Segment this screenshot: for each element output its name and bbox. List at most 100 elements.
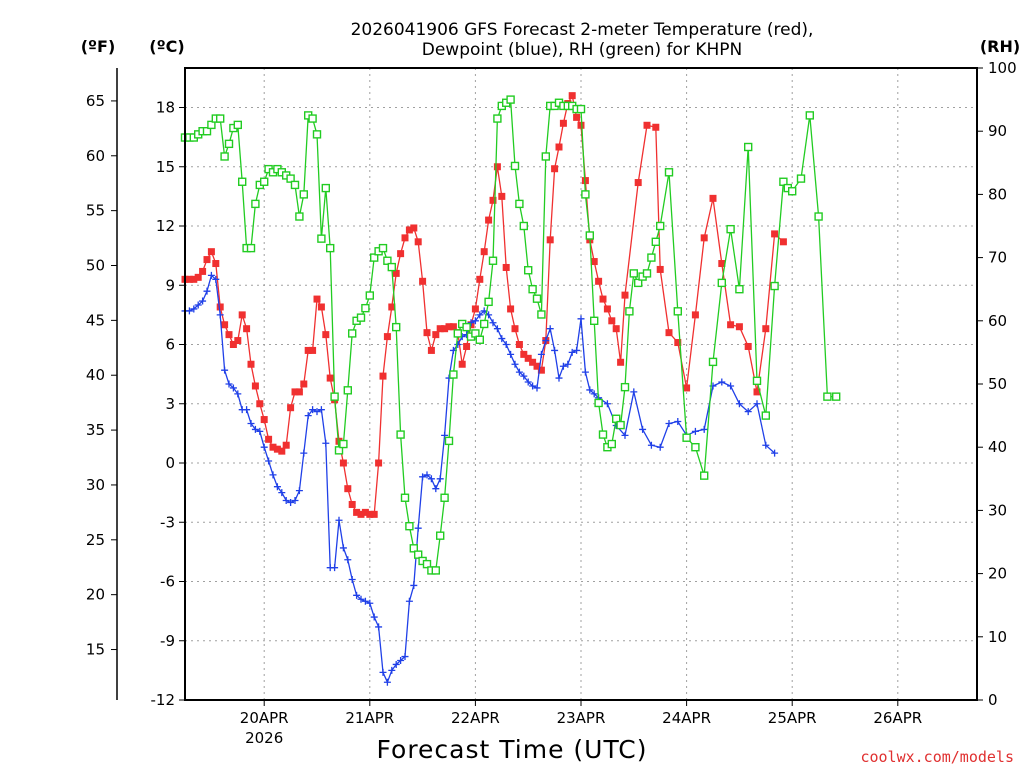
temperature-point [322,331,330,339]
temperature-point [185,275,193,283]
rh-point [308,114,317,123]
temperature-point [436,325,444,333]
temperature-point [392,269,400,277]
x-tick-label: 24APR [662,709,711,727]
rh-point [590,316,599,325]
dewpoint-point [753,400,761,408]
rh-point [708,357,718,367]
dewpoint-point [647,441,655,449]
dewpoint-point [225,380,233,388]
dewpoint-point [309,406,317,414]
rh-point [365,291,374,300]
fahrenheit-tick-label: 50 [86,257,105,275]
temperature-point [595,277,603,285]
rh-point [409,544,418,553]
temperature-point [621,291,629,299]
temperature-point [507,305,515,313]
dewpoint-point [287,499,295,506]
rh-point [700,471,709,480]
dewpoint-point [537,350,545,358]
rh-point [625,307,634,316]
temperature-point [779,238,787,246]
rh-tick-label: 60 [988,312,1007,330]
temperature-point [458,360,466,368]
temperature-point [300,380,308,388]
dewpoint-point [507,350,515,358]
temperature-point [353,508,361,516]
fahrenheit-tick-label: 35 [86,421,105,439]
temperature-point [603,305,611,313]
dewpoint-point [221,366,229,374]
x-tick-label: 22APR [451,709,500,727]
rh-point [488,256,498,265]
dewpoint-point [621,431,629,439]
rh-tick-label: 100 [988,59,1017,77]
temperature-point [493,163,501,171]
temperature-point [599,295,607,303]
dewpoint-point [207,271,215,279]
fahrenheit-tick-label: 40 [86,366,105,384]
chart-title-line-2: Dewpoint (blue), RH (green) for KHPN [422,40,742,60]
temperature-point [229,341,237,348]
rh-point [770,281,779,291]
temperature-point [207,248,215,256]
rh-point [339,439,348,449]
dewpoint-point [344,556,352,564]
fahrenheit-tick-label: 30 [86,476,105,494]
dewpoint-point [665,420,673,427]
temperature-point [581,177,589,185]
rh-point [651,237,660,247]
dewpoint-point [471,317,479,325]
temperature-point [568,92,576,100]
temperature-point [511,325,519,333]
temperature-point [383,333,391,341]
dewpoint-point [502,341,510,348]
temperature-point [260,416,268,424]
rh-point [779,177,788,186]
dewpoint-point [194,301,202,309]
gridlines [185,68,977,700]
temperature-point [727,321,735,329]
rh-point [436,531,445,540]
dewpoint-point [366,599,374,607]
rh-point [620,382,630,392]
temperature-point [388,303,396,311]
temperature-point [573,113,581,121]
dewpoint-point [234,390,242,398]
dewpoint-point [256,427,264,435]
rh-point [814,212,823,221]
dewpoint-point [573,346,581,354]
dewpoint-point [247,420,255,427]
dewpoint-point [414,524,422,532]
rh-point [484,297,493,307]
fahrenheit-tick-label: 15 [86,641,105,659]
temperature-point [762,325,770,333]
rh-point [682,433,691,442]
temperature-point [273,445,281,453]
temperature-point [291,388,299,396]
dewpoint-point [388,666,396,674]
temperature-point [700,234,708,242]
data-series [180,92,841,686]
rh-point [735,285,744,294]
dewpoint-point [375,623,383,631]
dewpoint-point [533,384,541,392]
dewpoint-point [229,384,237,392]
dewpoint-point [304,412,312,420]
rh-tick-label: 0 [988,691,998,709]
rh-point [594,398,603,408]
dewpoint-point [586,386,594,394]
rh-point [295,212,304,221]
rh-tick-label: 80 [988,185,1007,203]
rh-point [475,335,484,344]
dewpoint-point [397,657,405,664]
temperature-point [674,339,682,347]
dewpoint-point [656,443,664,451]
rh-point [493,114,502,123]
dewpoint-point [199,297,207,305]
rh-point [537,310,546,319]
rh-unit-label: (RH) [980,37,1020,56]
rh-point [744,142,753,152]
rh-point [431,566,440,575]
rh-point [321,183,330,193]
